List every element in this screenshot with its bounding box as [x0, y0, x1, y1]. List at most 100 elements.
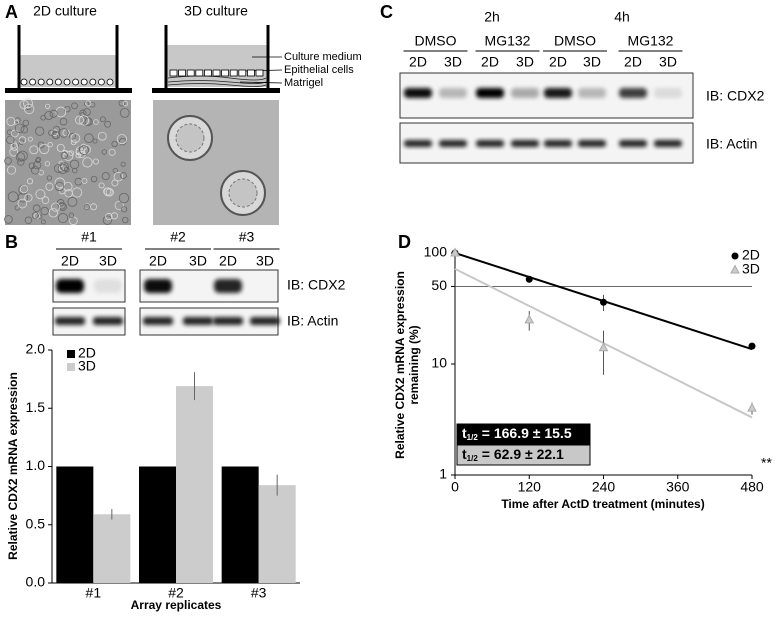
y-axis-title: Relative CDX2 mRNA expression [393, 271, 407, 459]
cell-texture [78, 115, 90, 126]
callout: Epithelial cells [284, 64, 354, 76]
cell [246, 69, 255, 77]
y-tick-label: 1.5 [26, 399, 46, 415]
point [747, 402, 757, 412]
cell-texture [58, 165, 64, 171]
y-tick-label: 1 [439, 466, 447, 482]
legend-label: 3D [742, 261, 760, 277]
cell-texture [54, 181, 65, 192]
cell-texture [45, 103, 51, 109]
cell-texture [120, 161, 126, 167]
cell-texture [84, 133, 94, 143]
band [56, 279, 84, 293]
cell-texture [68, 212, 75, 218]
treatment: MG132 [485, 33, 531, 49]
cell-texture [28, 162, 36, 170]
annotation: t1/2 = 166.9 ± 15.5 [462, 425, 572, 442]
cell-texture [92, 158, 99, 165]
cell [63, 78, 71, 86]
blot-label: IB: CDX2 [706, 88, 765, 104]
cell-texture [19, 99, 29, 110]
cell-texture [84, 101, 89, 107]
legend-marker [731, 252, 739, 260]
cell-texture [4, 157, 12, 165]
micrograph-2d [5, 100, 131, 225]
annotation-box [456, 444, 591, 466]
cell [29, 78, 36, 86]
cell-texture [27, 136, 33, 142]
cell [80, 78, 88, 86]
band [511, 88, 539, 98]
band [654, 140, 682, 147]
treatment: MG132 [628, 33, 674, 49]
cell-texture [105, 212, 113, 221]
lane: 3D [659, 54, 677, 70]
cell-texture [40, 219, 46, 225]
bar [258, 485, 296, 583]
annotation-text: = 166.9 ± 15.5 [482, 425, 572, 441]
culture-title: 3D culture [184, 3, 248, 19]
cell-texture [38, 169, 44, 176]
lane: 2D [624, 54, 642, 70]
treatment: DMSO [415, 33, 457, 49]
cell-texture [6, 135, 15, 145]
cell [89, 78, 97, 86]
band [578, 140, 606, 147]
cell-texture [99, 116, 106, 123]
band [94, 279, 122, 293]
lane: 2D [219, 253, 237, 269]
cell-layer [20, 69, 264, 86]
y-axis-title: Relative CDX2 mRNA expression [6, 372, 20, 560]
band [476, 140, 504, 147]
y-tick-label: 2.0 [26, 341, 46, 357]
lane: 2D [149, 253, 167, 269]
bar [56, 466, 94, 583]
lane: 2D [61, 253, 79, 269]
cell [20, 78, 28, 86]
cell-texture [57, 163, 68, 174]
cell-texture [26, 178, 34, 185]
cell [203, 69, 212, 77]
cell [255, 69, 264, 77]
cell-texture [7, 191, 19, 203]
cell-texture [111, 140, 118, 148]
cell-texture [118, 192, 130, 204]
cell-texture [121, 206, 128, 213]
cell-texture [45, 182, 54, 191]
cell [221, 69, 230, 77]
cell-texture [98, 182, 105, 189]
cell-texture [24, 216, 33, 225]
legend-label: 2D [742, 247, 760, 263]
micrograph-2d-texture [4, 98, 130, 226]
cell-texture [15, 152, 26, 162]
cell-texture [60, 162, 69, 172]
cell-texture [59, 117, 68, 126]
replicate: #2 [170, 229, 186, 245]
cell-texture [59, 128, 69, 138]
point [525, 275, 533, 283]
cell-texture [10, 129, 19, 138]
annotation-text: = 62.9 ± 22.1 [482, 446, 564, 462]
lane: 3D [99, 253, 117, 269]
panel-label: A [5, 2, 18, 22]
cell-texture [104, 120, 112, 128]
cell-texture [108, 148, 116, 156]
band [619, 140, 647, 147]
legend-label: 3D [78, 358, 96, 374]
callout: Culture medium [284, 51, 362, 63]
bar [139, 466, 176, 583]
band [250, 317, 280, 325]
band [476, 88, 504, 98]
cell [55, 78, 62, 86]
annotation-box [456, 423, 591, 445]
x-tick-label: 0 [451, 479, 459, 495]
point [524, 314, 535, 324]
cell-texture [47, 142, 53, 148]
band [544, 88, 572, 98]
cell-texture [114, 200, 124, 211]
cell [72, 78, 79, 86]
cell-texture [70, 133, 81, 143]
cell-texture [39, 143, 50, 155]
band [654, 88, 682, 98]
